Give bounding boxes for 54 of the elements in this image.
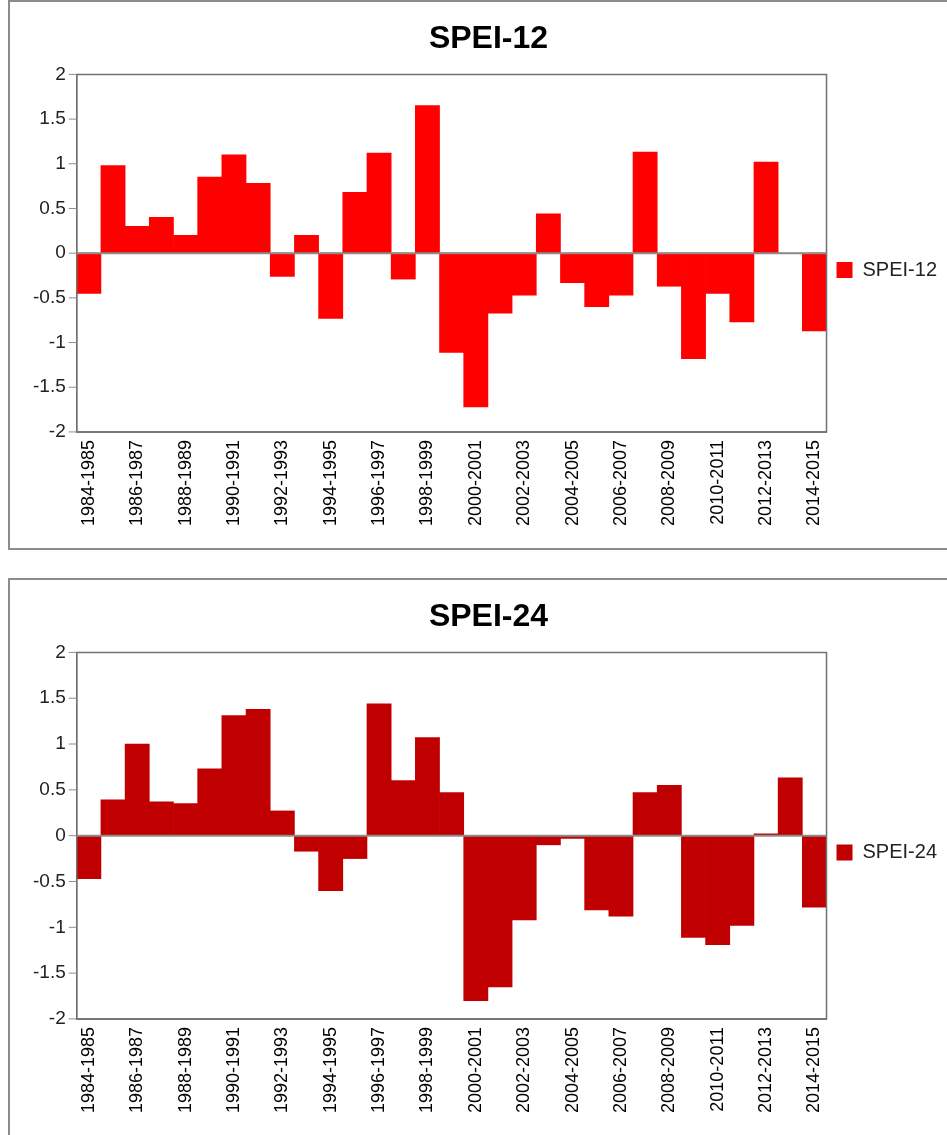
y-tick-label: -0.5	[32, 286, 66, 308]
x-tick-label: 1988-1989	[174, 1026, 195, 1114]
y-tick-label: 1	[55, 152, 66, 174]
chart-title: SPEI-12	[428, 19, 549, 56]
x-tick-label: 1986-1987	[126, 439, 147, 527]
legend-label: SPEI-24	[862, 840, 937, 863]
x-tick-label: 1994-1995	[319, 1026, 340, 1114]
y-tick-label: 1	[55, 732, 66, 754]
x-tick-label: 2014-2015	[803, 1026, 824, 1114]
x-tick-label: 2004-2005	[561, 439, 582, 527]
x-tick-label: 1988-1989	[174, 439, 195, 527]
x-tick-label: 2002-2003	[513, 439, 534, 527]
x-tick-label: 1998-1999	[416, 439, 437, 527]
x-tick-label: 1990-1991	[222, 439, 243, 527]
y-tick-label: -1.5	[32, 961, 66, 983]
y-tick-label: -2	[48, 420, 66, 442]
y-tick-label: 0.5	[39, 778, 66, 800]
y-tick-label: 0	[55, 241, 66, 263]
x-tick-label: 2000-2001	[464, 439, 485, 527]
x-tick-label: 1994-1995	[319, 439, 340, 527]
y-tick-label: -1.5	[32, 375, 66, 397]
y-tick-label: -2	[48, 1007, 66, 1029]
x-tick-label: 2004-2005	[561, 1026, 582, 1114]
y-tick-label: 0.5	[39, 196, 66, 218]
x-tick-label: 1992-1993	[271, 439, 292, 527]
legend-label: SPEI-12	[862, 257, 937, 280]
y-tick-label: 1.5	[39, 107, 66, 129]
x-tick-label: 2006-2007	[609, 439, 630, 527]
y-tick-label: -1	[48, 915, 66, 937]
x-tick-label: 1984-1985	[77, 439, 98, 527]
x-tick-label: 2012-2013	[755, 439, 776, 527]
x-tick-label: 1986-1987	[126, 1026, 147, 1114]
x-tick-label: 1984-1985	[77, 1026, 98, 1114]
x-tick-label: 2010-2011	[706, 1026, 727, 1112]
x-tick-label: 1990-1991	[222, 1026, 243, 1114]
y-tick-label: 2	[55, 62, 66, 84]
x-tick-label: 2014-2015	[803, 439, 824, 527]
x-tick-label: 1992-1993	[271, 1026, 292, 1114]
y-tick-label: 2	[55, 640, 66, 662]
y-tick-label: 0	[55, 823, 66, 845]
x-tick-label: 2008-2009	[658, 439, 679, 527]
x-tick-label: 2010-2011	[706, 439, 727, 525]
x-tick-label: 2012-2013	[755, 1026, 776, 1114]
chart-title: SPEI-24	[428, 597, 549, 634]
x-tick-label: 2006-2007	[609, 1026, 630, 1114]
y-tick-label: 1.5	[39, 686, 66, 708]
x-tick-label: 2008-2009	[658, 1026, 679, 1114]
x-tick-label: 2000-2001	[464, 1026, 485, 1114]
x-tick-label: 1998-1999	[416, 1026, 437, 1114]
y-tick-label: -0.5	[32, 869, 66, 891]
x-tick-label: 1996-1997	[368, 439, 389, 527]
x-tick-label: 1996-1997	[368, 1026, 389, 1114]
x-tick-label: 2002-2003	[513, 1026, 534, 1114]
y-tick-label: -1	[48, 330, 66, 352]
